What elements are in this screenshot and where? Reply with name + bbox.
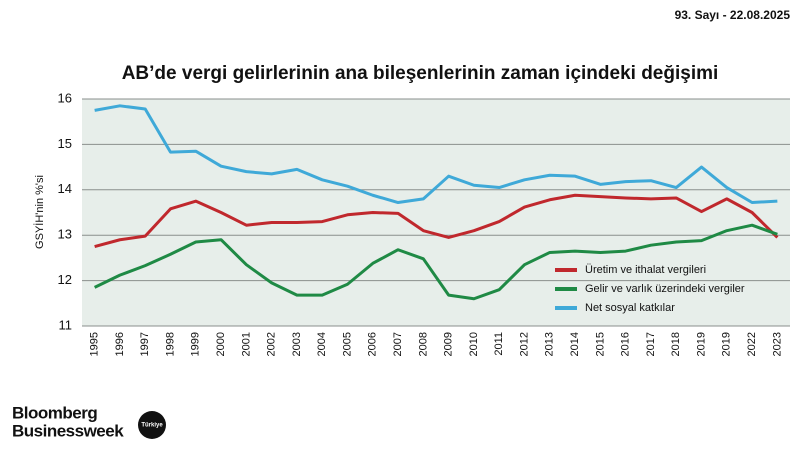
plot-background [82,99,790,326]
y-tick-label: 16 [58,90,72,105]
y-tick-label: 14 [58,181,72,196]
legend-label: Net sosyal katkılar [585,302,675,314]
issue: 93. Sayı - 22.08.2025 [675,8,791,22]
x-tick-label: 2014 [569,332,581,356]
x-tick-label: 2015 [594,332,606,356]
x-tick-label: 2019 [721,332,733,356]
x-tick-label: 2006 [367,332,379,356]
y-tick-label: 13 [58,227,72,242]
chart-title: AB’de vergi gelirlerinin ana bileşenleri… [122,63,719,84]
x-tick-label: 1998 [164,332,176,356]
x-tick-label: 2013 [544,332,556,356]
x-tick-label: 1995 [89,332,101,356]
x-tick-label: 2022 [746,332,758,356]
x-tick-label: 1999 [190,332,202,356]
y-tick-label: 11 [59,317,73,332]
x-tick-label: 2019 [695,332,707,356]
x-tick-label: 2007 [392,332,404,356]
brand: Businessweek [12,421,124,440]
y-tick-label: 15 [58,136,72,151]
badge: Türkiye [141,423,163,429]
x-tick-label: 2010 [468,332,480,356]
legend-label: Gelir ve varlık üzerindeki vergiler [585,283,745,295]
x-tick-label: 2016 [620,332,632,356]
x-tick-label: 2011 [493,332,505,356]
badge-circle [138,411,166,439]
x-tick-label: 2008 [417,332,429,356]
x-tick-label: 2009 [443,332,455,356]
x-tick-label: 2004 [316,332,328,356]
x-tick-label: 2023 [771,332,783,356]
legend-label: Üretim ve ithalat vergileri [585,264,706,276]
y-axis-label: GSYİH'nin %'si [33,175,46,249]
x-tick-label: 2017 [645,332,657,356]
x-tick-label: 2002 [266,332,278,356]
x-tick-label: 2005 [341,332,353,356]
x-tick-label: 2018 [670,332,682,356]
series-line [94,193,779,248]
brand: Bloomberg [12,403,97,422]
series-line [93,223,778,301]
x-tick-label: 1997 [139,332,151,356]
y-tick-label: 12 [58,272,72,287]
x-tick-label: 2000 [215,332,227,356]
x-tick-label: 2003 [291,332,303,356]
x-tick-label: 2001 [240,332,252,356]
x-tick-label: 1996 [114,332,126,356]
series-line [94,104,778,205]
x-tick-label: 2012 [518,332,530,356]
